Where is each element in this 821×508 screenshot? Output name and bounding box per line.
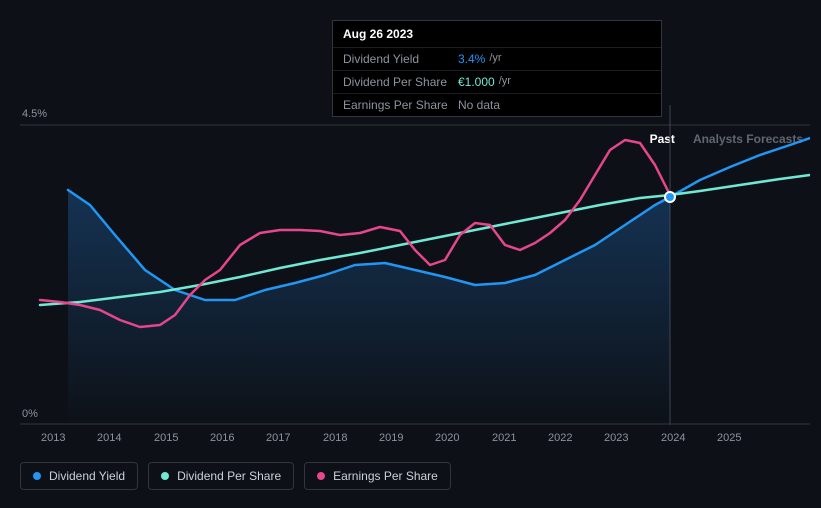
tooltip-date: Aug 26 2023 <box>333 21 661 47</box>
tooltip-row-label: Dividend Yield <box>343 52 458 66</box>
tooltip-row-value: €1.000 <box>458 75 495 89</box>
legend-dot-icon <box>317 472 325 480</box>
series-dividend_yield <box>68 138 810 300</box>
tooltip-row: Earnings Per ShareNo data <box>333 93 661 116</box>
x-tick: 2014 <box>97 432 121 444</box>
x-tick: 2024 <box>661 432 685 444</box>
tooltip-row-label: Earnings Per Share <box>343 98 458 112</box>
legend-item-label: Earnings Per Share <box>333 469 438 483</box>
tooltip-row-unit: /yr <box>489 52 501 66</box>
tooltip-row-label: Dividend Per Share <box>343 75 458 89</box>
tooltip-row: Dividend Yield3.4% /yr <box>333 47 661 70</box>
legend-dot-icon <box>161 472 169 480</box>
hover-tooltip: Aug 26 2023 Dividend Yield3.4%/yrDividen… <box>332 20 662 117</box>
x-tick: 2015 <box>154 432 178 444</box>
x-tick: 2021 <box>492 432 516 444</box>
legend-item-dividend_per_share[interactable]: Dividend Per Share <box>148 462 294 490</box>
x-tick: 2019 <box>379 432 403 444</box>
chart-svg <box>20 105 810 425</box>
chart-plot-area[interactable] <box>20 105 810 425</box>
x-tick: 2025 <box>717 432 741 444</box>
tooltip-row-unit: /yr <box>499 75 511 89</box>
legend-item-label: Dividend Yield <box>49 469 125 483</box>
tooltip-row-value: 3.4% <box>458 52 485 66</box>
x-tick: 2020 <box>435 432 459 444</box>
legend-item-label: Dividend Per Share <box>177 469 281 483</box>
tooltip-row: Dividend Per Share€1.000/yr <box>333 70 661 93</box>
legend-dot-icon <box>33 472 41 480</box>
legend-item-dividend_yield[interactable]: Dividend Yield <box>20 462 138 490</box>
x-tick: 2017 <box>266 432 290 444</box>
x-tick: 2022 <box>548 432 572 444</box>
x-tick: 2016 <box>210 432 234 444</box>
tooltip-row-value: No data <box>458 98 500 112</box>
legend-item-earnings_per_share[interactable]: Earnings Per Share <box>304 462 451 490</box>
x-tick: 2013 <box>41 432 65 444</box>
x-tick: 2023 <box>604 432 628 444</box>
x-tick: 2018 <box>323 432 347 444</box>
legend: Dividend Yield Dividend Per Share Earnings… <box>20 462 451 490</box>
